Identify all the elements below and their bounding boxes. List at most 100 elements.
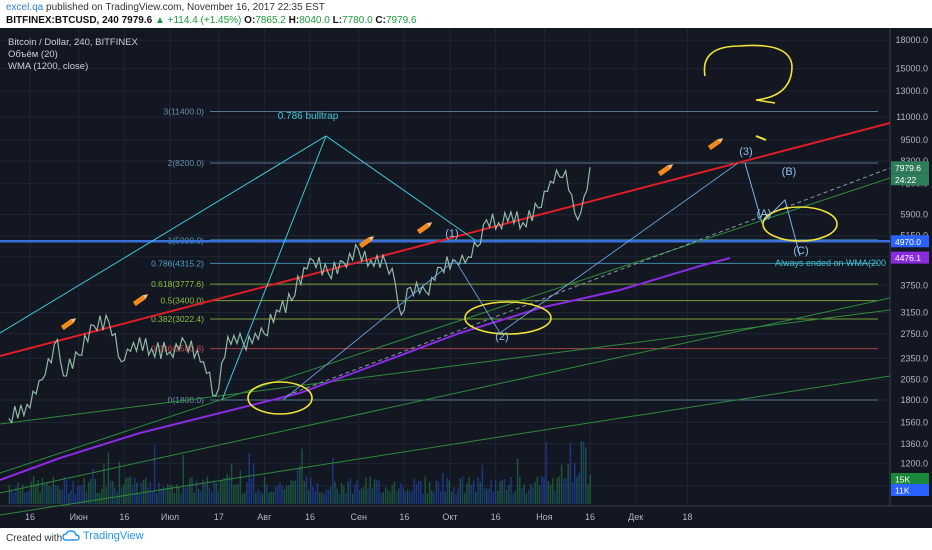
volume-bar <box>345 493 347 504</box>
volume-bar <box>365 477 367 504</box>
tradingview-brand: TradingView <box>83 530 144 542</box>
fib-level-label: 2(8200.0) <box>168 158 205 168</box>
volume-bar <box>576 476 578 504</box>
pencil-tip <box>70 318 77 324</box>
volume-bar <box>532 487 534 504</box>
volume-bar <box>514 490 517 504</box>
volume-bar <box>580 441 583 504</box>
volume-bar <box>318 492 321 504</box>
pencil-body <box>657 165 671 177</box>
volume-bar <box>349 478 352 504</box>
volume-bar <box>378 480 380 504</box>
trend-line-green <box>0 375 891 516</box>
volume-bar <box>149 482 151 504</box>
volume-bar <box>263 476 266 504</box>
wma-note-label: Always ended on WMA(200 <box>775 258 886 268</box>
volume-bar <box>114 487 116 504</box>
price-tag-label: 24:22 <box>895 175 917 185</box>
x-tick-label: Сен <box>350 512 367 522</box>
x-tick-label: 16 <box>491 512 501 522</box>
volume-bar <box>323 493 325 504</box>
volume-bar <box>279 481 281 504</box>
volume-bar <box>259 491 261 504</box>
volume-bar <box>395 491 398 504</box>
price-tag-label: 11K <box>895 486 910 496</box>
volume-bar <box>79 485 81 504</box>
volume-bar <box>54 485 57 504</box>
volume-bar <box>246 481 248 504</box>
volume-bar <box>164 487 167 504</box>
volume-bar <box>508 485 510 504</box>
volume-bar <box>334 481 336 504</box>
volume-bar <box>189 478 191 504</box>
volume-bar <box>200 491 202 504</box>
volume-bar <box>292 480 294 504</box>
volume-bar <box>541 476 543 504</box>
volume-bar <box>384 487 387 504</box>
volume-bar <box>420 480 422 504</box>
x-tick-label: Июн <box>70 512 88 522</box>
published-text: published on TradingView.com, November 1… <box>43 2 325 13</box>
tradingview-logo[interactable]: TradingView <box>62 530 144 542</box>
volume-bar <box>191 476 193 504</box>
price-tag-box <box>891 235 929 248</box>
price-chart[interactable]: 18000.0 15000.0 13000.0 11000.0 9500.0 8300.0… <box>0 28 932 528</box>
last-price: 7979.6 <box>121 15 153 26</box>
volume-bar <box>24 493 26 504</box>
volume-bar <box>145 478 147 504</box>
volume-bar <box>32 476 35 504</box>
volume-bar <box>127 477 129 504</box>
volume-bar <box>354 484 356 504</box>
volume-bar <box>63 476 66 504</box>
volume-bar <box>98 492 101 504</box>
volume-bar <box>153 445 156 504</box>
volume-bar <box>303 481 305 504</box>
wave-path <box>282 162 739 401</box>
y-tick-label: 15000.0 <box>895 64 928 74</box>
x-tick-label: 17 <box>214 512 224 522</box>
x-tick-label: 16 <box>305 512 315 522</box>
volume-bar <box>186 485 189 504</box>
volume-bar <box>530 484 532 504</box>
volume-bar <box>85 491 88 504</box>
volume-bar <box>422 493 424 504</box>
y-tick-label: 3750.0 <box>900 280 928 290</box>
volume-bar <box>426 492 429 504</box>
volume-bar <box>48 485 50 504</box>
volume-bar <box>411 490 413 504</box>
price-tag-box <box>891 484 929 496</box>
volume-bar <box>545 442 547 504</box>
volume-bar <box>554 490 556 504</box>
volume-bar <box>193 492 195 504</box>
volume-bar <box>457 487 459 504</box>
chart-legend: Bitcoin / Dollar, 240, BITFINEX Объём (2… <box>8 37 138 73</box>
volume-bar <box>283 489 286 504</box>
volume-bar <box>376 479 378 504</box>
volume-bar <box>72 480 74 504</box>
y-tick-label: 11000.0 <box>896 112 928 122</box>
volume-bar <box>90 479 92 504</box>
volume-bar <box>442 472 444 504</box>
legend-wma: WMA (1200, close) <box>8 61 89 72</box>
volume-bar <box>52 476 55 504</box>
wave-3-label: (3) <box>739 146 752 158</box>
y-tick-label: 2750.0 <box>900 329 928 339</box>
volume-bar <box>206 476 209 504</box>
volume-bar <box>499 481 501 504</box>
volume-bar <box>494 479 497 504</box>
x-tick-label: 16 <box>119 512 129 522</box>
volume-bar <box>299 465 301 504</box>
volume-bar <box>230 463 233 504</box>
chart-area[interactable]: 18000.0 15000.0 13000.0 11000.0 9500.0 8300.0… <box>0 28 932 528</box>
volume-bar <box>589 474 591 504</box>
volume-bar <box>272 491 275 504</box>
volume-bar <box>290 479 292 504</box>
volume-bar <box>481 464 484 504</box>
volume-bar <box>406 489 409 504</box>
fib-level-label: 0.786(4315.2) <box>151 258 204 268</box>
pencil-body <box>358 237 372 249</box>
volume-bar <box>35 484 37 504</box>
volume-bar <box>336 488 338 504</box>
volume-bar <box>538 485 541 504</box>
author-link[interactable]: excel.qa <box>6 2 44 13</box>
